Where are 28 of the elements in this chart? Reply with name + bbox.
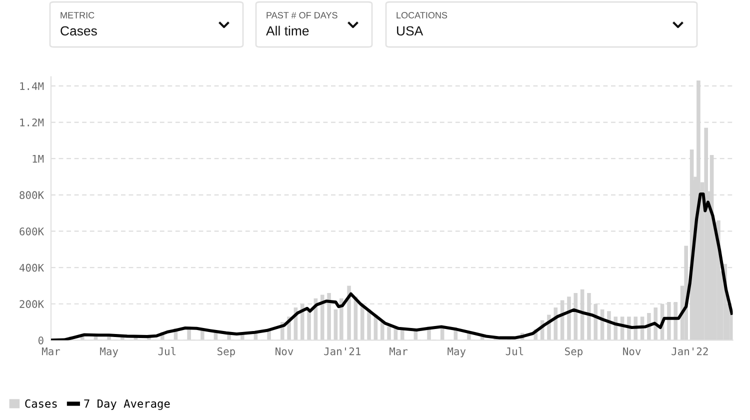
y-tick-label: 1.4M (20, 82, 44, 90)
x-tick-label: May (448, 348, 466, 358)
y-tick-label: 800K (20, 191, 44, 200)
y-tick-label: 0 (38, 336, 44, 344)
x-tick-label: Sep (218, 347, 235, 358)
x-tick-label: Nov (623, 348, 641, 356)
legend-label: 7 Day Average (84, 400, 170, 410)
x-tick-label: Jul (158, 347, 176, 356)
y-tick-label: 400K (19, 264, 44, 272)
y-tick-label: 1.2M (20, 118, 44, 126)
x-tick-label: Nov (276, 348, 294, 356)
text: PAST # OF DAYS (266, 12, 338, 18)
text: LOCATIONS (396, 12, 448, 18)
y-tick-label: 600K (20, 227, 44, 236)
x-tick-label: Sep (565, 347, 583, 358)
text: All time (266, 26, 309, 36)
y-tick-label: 200K (20, 300, 44, 308)
x-tick-label: Mar (42, 348, 60, 356)
x-tick-label: May (100, 348, 118, 358)
x-tick-label: Jul (506, 347, 524, 356)
legend-label: Cases (25, 399, 57, 408)
x-tick-label: Jan'21 (324, 347, 360, 356)
x-tick-label: Mar (390, 348, 408, 356)
text: USA (397, 26, 424, 36)
x-tick-label: Jan'22 (672, 347, 708, 356)
text: Cases (60, 26, 97, 36)
y-tick-label: 1M (32, 154, 44, 163)
text: METRIC (60, 12, 94, 18)
